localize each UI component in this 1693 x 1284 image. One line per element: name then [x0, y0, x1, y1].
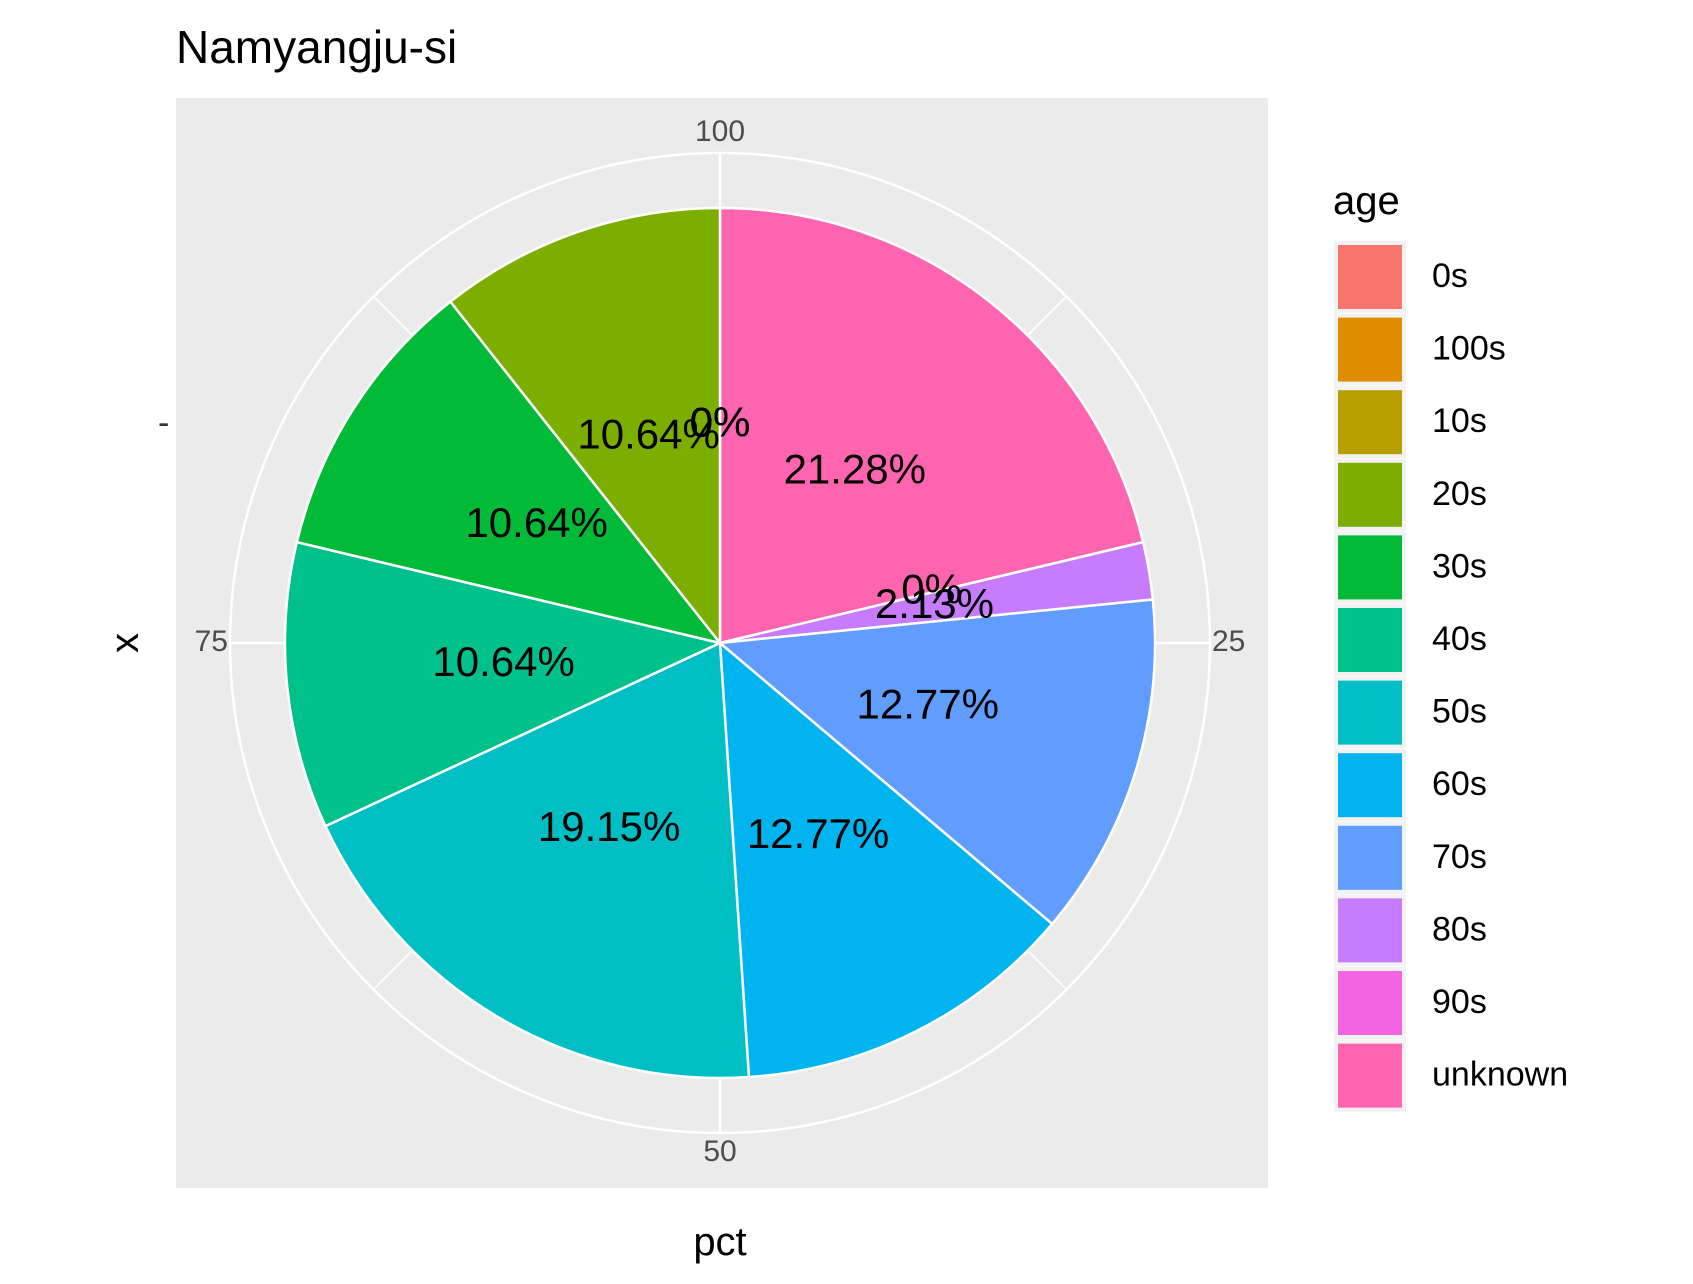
- legend-label-60s: 60s: [1432, 765, 1487, 803]
- slice-label-100s: 0%: [690, 399, 751, 446]
- slice-60s: [718, 640, 1054, 1079]
- legend-key-80s: [1338, 898, 1402, 963]
- y-tick-label: -: [158, 404, 169, 442]
- slice-label-20s: 10.64%: [577, 411, 719, 458]
- slice-label-10s: 0%: [690, 399, 751, 446]
- theta-tick-75: 75: [195, 625, 228, 658]
- chart-title: Namyangju-si: [176, 21, 457, 73]
- legend-key-30s: [1338, 535, 1402, 600]
- y-axis-title: x: [103, 633, 147, 653]
- legend-key-50s: [1338, 680, 1402, 745]
- legend-label-40s: 40s: [1432, 620, 1487, 658]
- legend-label-30s: 30s: [1432, 547, 1487, 585]
- slice-label-30s: 10.64%: [465, 499, 607, 546]
- legend-title: age: [1333, 179, 1400, 223]
- legend-key-20s: [1338, 462, 1402, 527]
- slice-label-90s: 0%: [901, 566, 962, 613]
- theta-tick-100: 100: [695, 115, 745, 148]
- legend-key-40s: [1338, 608, 1402, 672]
- slice-unknown: [718, 206, 1145, 645]
- slice-label-40s: 10.64%: [432, 638, 574, 685]
- theta-tick-25: 25: [1212, 625, 1245, 658]
- legend-key-unknown: [1338, 1043, 1402, 1108]
- legend-label-70s: 70s: [1432, 838, 1487, 876]
- legend-key-70s: [1338, 825, 1402, 890]
- legend-label-20s: 20s: [1432, 475, 1487, 513]
- slice-40s: [283, 540, 724, 828]
- legend-key-100s: [1338, 317, 1402, 382]
- legend-label-50s: 50s: [1432, 693, 1487, 731]
- legend-key-0s: [1338, 245, 1402, 309]
- slice-30s: [295, 299, 724, 646]
- legend-key-60s: [1338, 753, 1402, 818]
- legend-label-100s: 100s: [1432, 330, 1506, 368]
- slice-70s: [716, 598, 1157, 926]
- slice-label-80s: 2.13%: [875, 580, 994, 627]
- slice-label-0s: 0%: [690, 399, 751, 446]
- legend-label-80s: 80s: [1432, 910, 1487, 948]
- slice-20s: [448, 206, 722, 647]
- legend-label-10s: 10s: [1432, 402, 1487, 440]
- legend-key-90s: [1338, 971, 1402, 1035]
- theta-tick-50: 50: [703, 1135, 736, 1168]
- legend-label-90s: 90s: [1432, 983, 1487, 1021]
- slice-label-60s: 12.77%: [747, 810, 889, 857]
- legend-label-0s: 0s: [1432, 257, 1468, 295]
- x-axis-title: pct: [693, 1220, 746, 1264]
- slice-label-70s: 12.77%: [857, 681, 999, 728]
- slice-50s: [323, 641, 751, 1080]
- slice-label-unknown: 21.28%: [784, 445, 926, 492]
- legend: 0s 100s 10s 20s 30s 40s 50s 60s 70s 80s 90s unknown: [1334, 241, 1568, 1112]
- legend-key-10s: [1338, 390, 1402, 455]
- theta-ticks: 100 25 50 75: [195, 115, 1246, 1168]
- slice-labels: 21.28%0%2.13%12.77%12.77%19.15%10.64%10.…: [432, 399, 999, 858]
- pie-slices: [283, 206, 1157, 1080]
- legend-label-unknown: unknown: [1432, 1056, 1568, 1094]
- slice-label-50s: 19.15%: [538, 803, 680, 850]
